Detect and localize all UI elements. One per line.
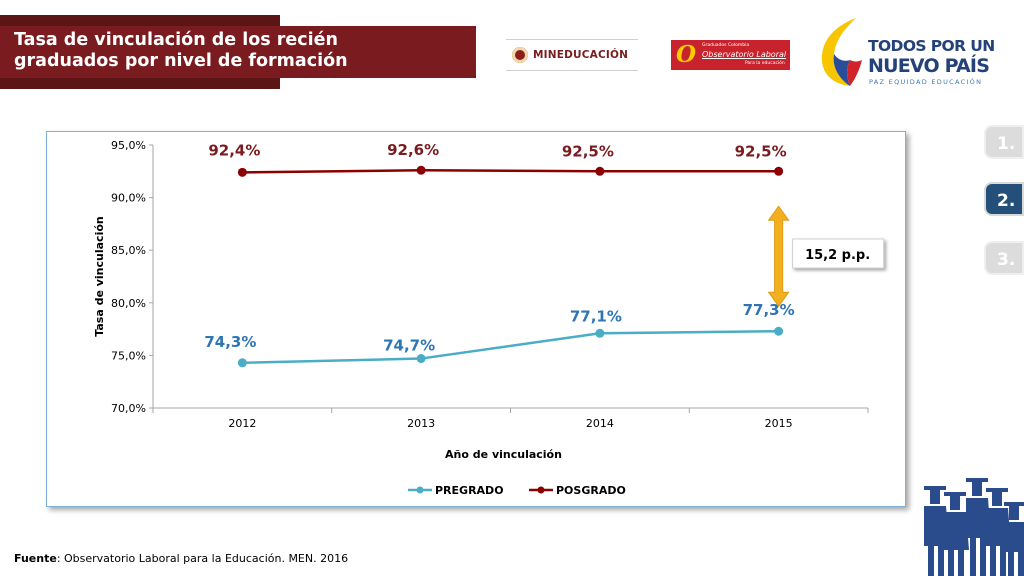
ole-main-text: Observatorio Laboral (702, 50, 787, 59)
series-line-pregrado (242, 329, 779, 365)
graduates-silhouette-icon (924, 478, 1024, 576)
ole-small-text: Graduados Colombia (702, 43, 750, 48)
mineducacion-logo: MINEDUCACIÓN (506, 39, 638, 71)
step-2-tab[interactable]: 2. (984, 182, 1024, 216)
page-title-line2: graduados por nivel de formación (14, 51, 348, 71)
coat-of-arms-icon (512, 47, 528, 63)
source-note: Fuente: Observatorio Laboral para la Edu… (14, 552, 348, 565)
data-label-posgrado: 92,4% (208, 141, 260, 159)
y-tick-label: 75,0% (111, 349, 146, 362)
data-point-posgrado (416, 165, 426, 175)
page-title-line1: Tasa de vinculación de los recién (14, 30, 338, 50)
x-tick-label: 2012 (228, 417, 256, 430)
gov-slogan-line1: TODOS POR UN (868, 37, 995, 55)
y-tick-label: 80,0% (111, 297, 146, 310)
y-tick-label: 95,0% (111, 139, 146, 152)
x-tick-label: 2013 (407, 417, 435, 430)
ole-sub-text: Para la educación (745, 61, 785, 66)
y-tick-label: 70,0% (111, 402, 146, 415)
data-point-pregrado (774, 326, 784, 336)
ole-o-icon: O (676, 41, 697, 68)
source-label: Fuente (14, 552, 57, 565)
double-arrow-icon (767, 205, 790, 308)
step-1-tab[interactable]: 1. (984, 125, 1024, 159)
legend-marker-pregrado (416, 486, 424, 494)
source-text: : Observatorio Laboral para la Educación… (56, 552, 349, 565)
x-axis-title: Año de vinculación (445, 448, 562, 461)
observatorio-laboral-logo: O Graduados Colombia Observatorio Labora… (671, 40, 790, 70)
gov-slogan-line3: PAZ EQUIDAD EDUCACIÓN (869, 78, 983, 86)
data-label-posgrado: 92,6% (387, 141, 439, 159)
page-title: Tasa de vinculación de los recién gradua… (14, 30, 348, 72)
legend-label-posgrado: POSGRADO (556, 484, 626, 497)
legend-marker-posgrado (537, 486, 545, 494)
legend-label-pregrado: PREGRADO (435, 484, 504, 497)
y-tick-label: 90,0% (111, 192, 146, 205)
chart-frame (46, 131, 906, 507)
data-point-posgrado (595, 166, 605, 176)
gov-slogan-line2: NUEVO PAÍS (868, 55, 990, 77)
data-point-posgrado (774, 166, 784, 176)
data-label-pregrado: 77,3% (743, 301, 795, 319)
data-label-posgrado: 92,5% (735, 142, 787, 160)
step-3-tab[interactable]: 3. (984, 241, 1024, 275)
line-chart: 70,0% 75,0% 80,0% 85,0% 90,0% 95,0% 2012 2013 20… (93, 139, 885, 497)
data-label-pregrado: 74,7% (383, 337, 435, 355)
colombia-flag-swoosh-icon (821, 18, 862, 86)
data-label-posgrado: 92,5% (562, 142, 614, 160)
data-point-pregrado (416, 354, 426, 364)
annotation-box (792, 238, 885, 269)
y-tick-label: 85,0% (111, 244, 146, 257)
data-point-pregrado (595, 328, 605, 338)
series-line-posgrado (242, 168, 779, 174)
y-axis-title: Tasa de vinculación (93, 216, 106, 336)
x-tick-label: 2015 (765, 417, 793, 430)
data-label-pregrado: 74,3% (204, 333, 256, 351)
data-label-pregrado: 77,1% (570, 307, 622, 325)
data-point-pregrado (237, 358, 247, 368)
title-banner: Tasa de vinculación de los recién gradua… (0, 26, 476, 78)
x-tick-label: 2014 (586, 417, 614, 430)
data-point-posgrado (237, 167, 247, 177)
mineducacion-logo-text: MINEDUCACIÓN (533, 49, 629, 61)
annotation-label: 15,2 p.p. (805, 248, 870, 263)
